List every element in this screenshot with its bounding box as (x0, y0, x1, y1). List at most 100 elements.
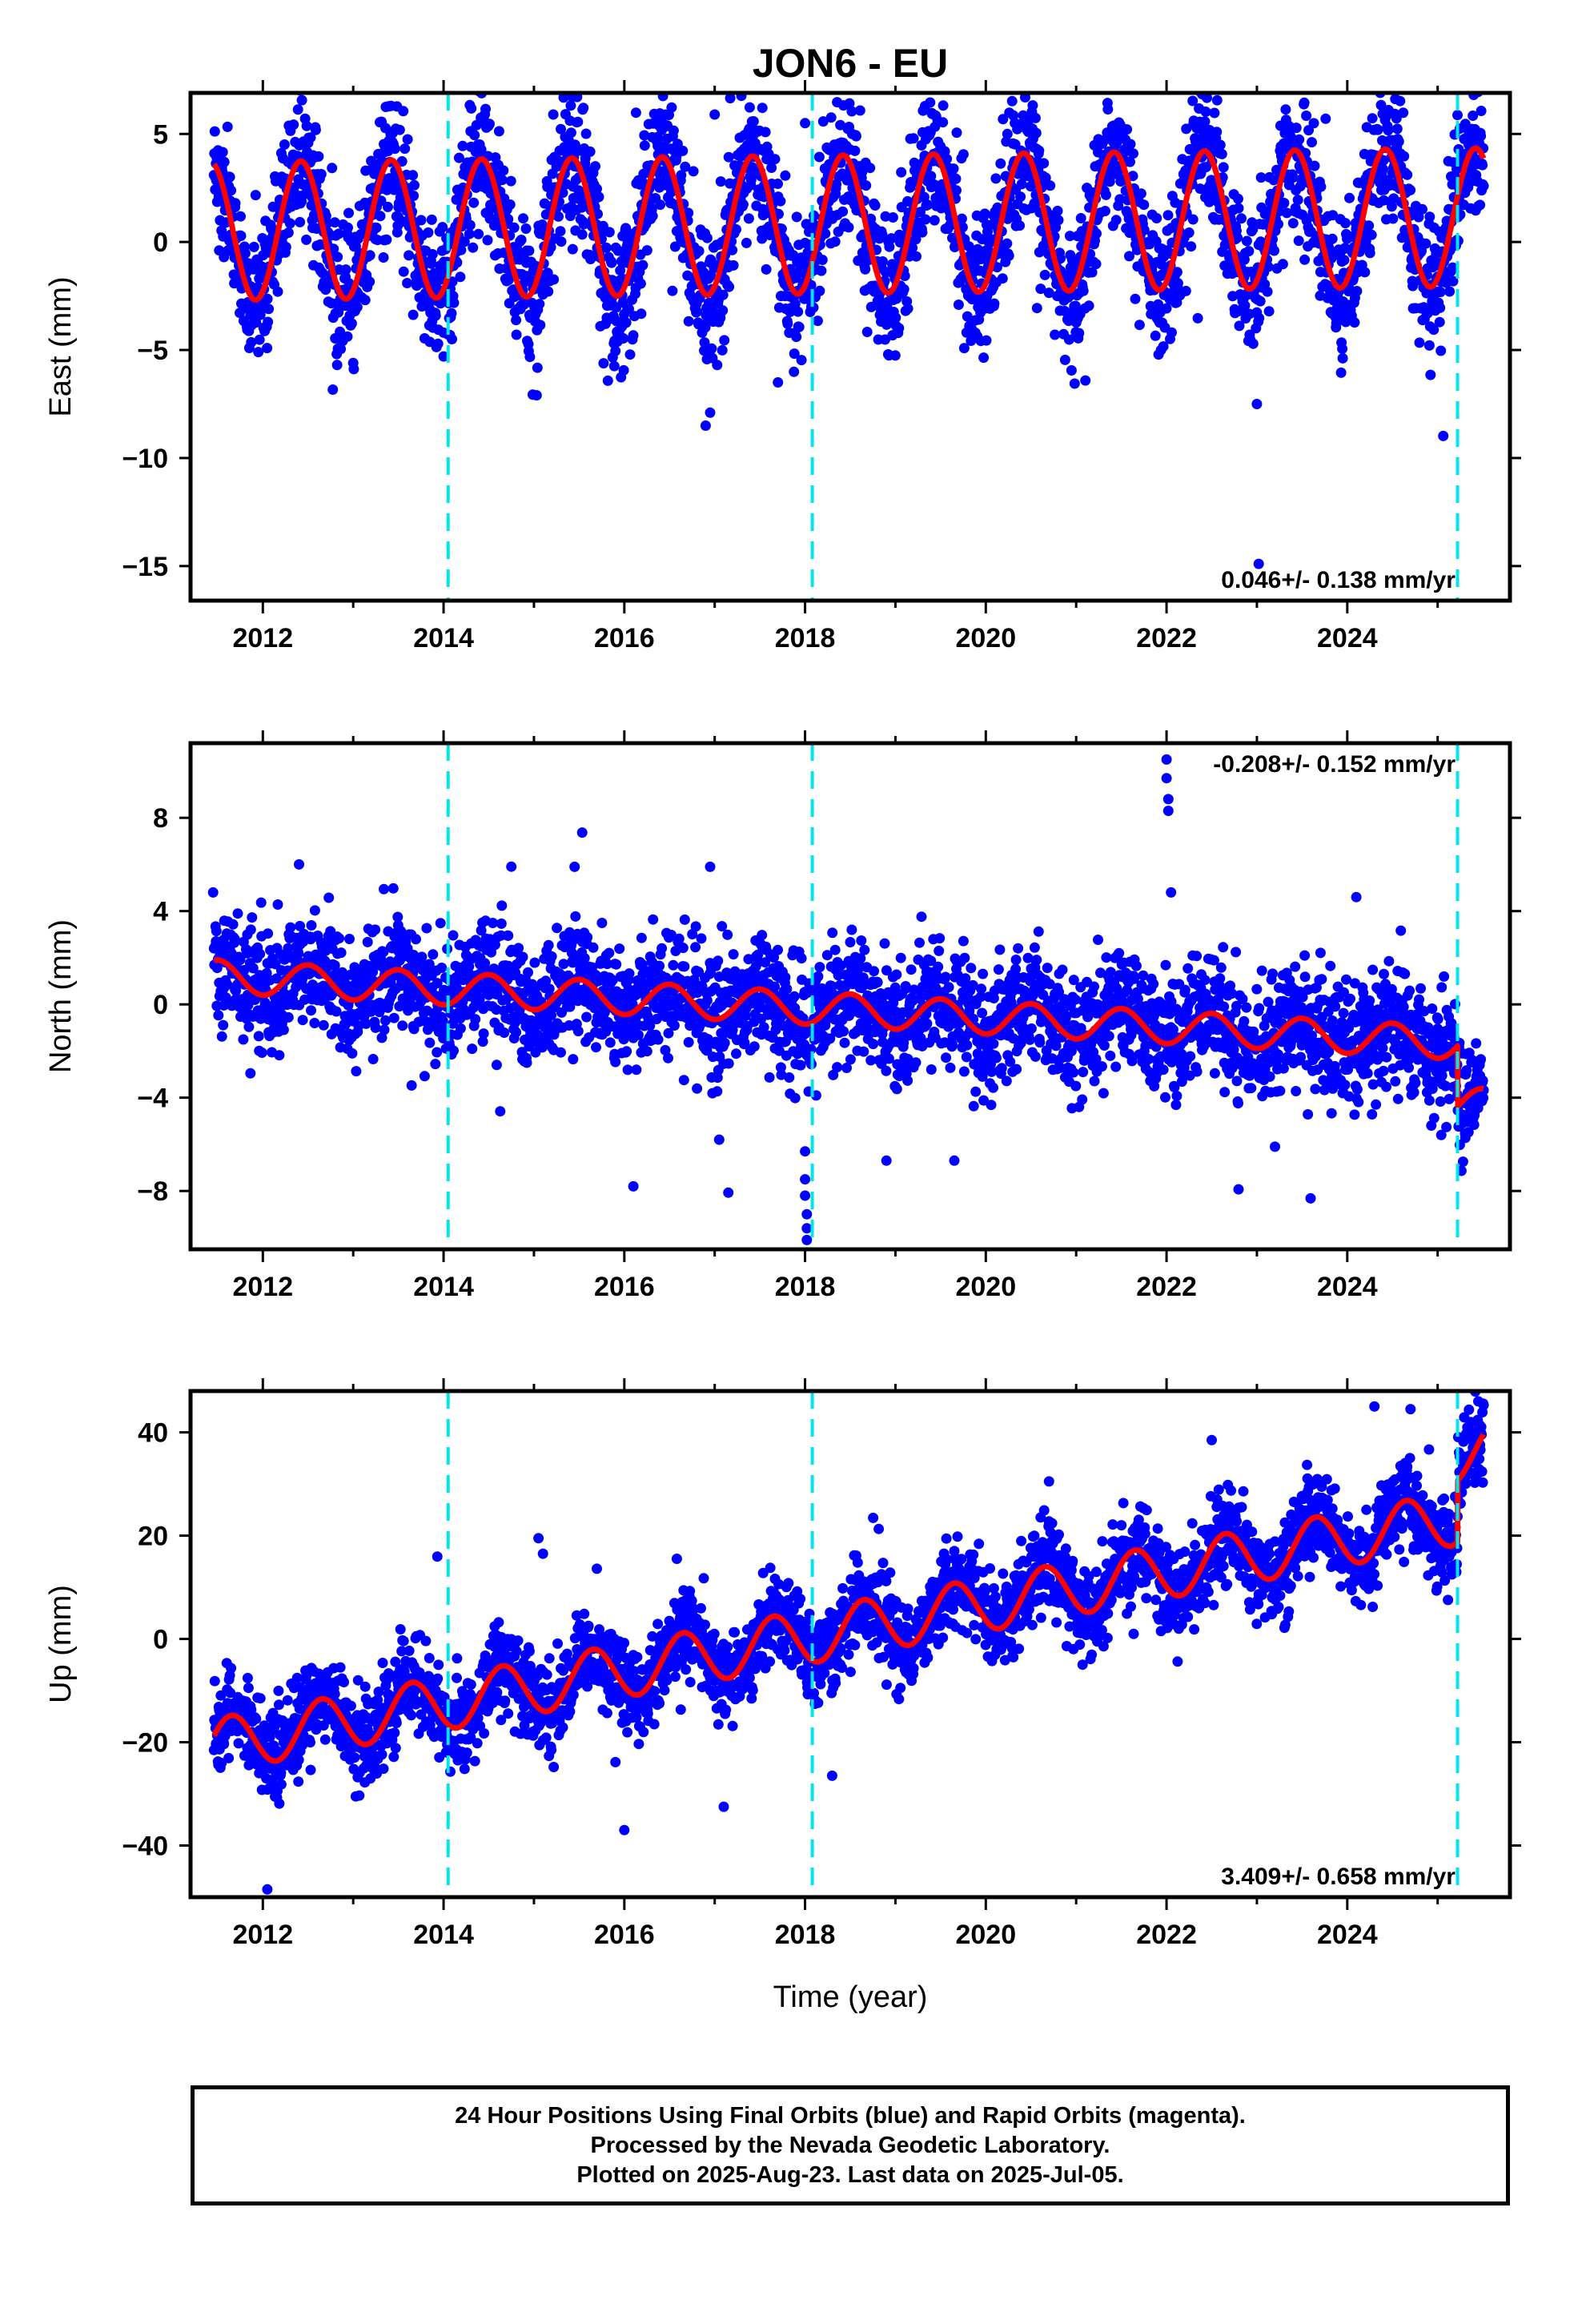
data-point (247, 912, 258, 923)
data-point (668, 125, 679, 136)
data-point (253, 1031, 264, 1042)
data-point (421, 923, 432, 934)
data-point (375, 195, 387, 207)
data-point (757, 233, 768, 244)
data-point (1327, 233, 1338, 244)
data-point (245, 924, 256, 935)
data-point (1452, 110, 1463, 121)
data-point (690, 942, 701, 953)
data-point (958, 149, 969, 160)
data-point (301, 120, 312, 131)
data-point (614, 943, 625, 955)
outlier-point (347, 357, 359, 368)
data-point (1286, 56, 1296, 66)
data-point (404, 250, 415, 261)
data-point (292, 104, 303, 115)
data-point (635, 278, 646, 289)
data-point (1263, 306, 1275, 317)
data-point (1233, 193, 1243, 204)
data-point (701, 232, 713, 243)
data-point (1367, 113, 1378, 124)
data-point (1027, 100, 1038, 111)
data-point (791, 332, 802, 343)
data-point (498, 165, 509, 176)
data-point (631, 1064, 642, 1076)
x-tick-label: 2024 (1317, 623, 1378, 653)
data-point (1320, 113, 1331, 124)
data-point (838, 1026, 849, 1037)
data-point (408, 191, 420, 201)
data-point (427, 249, 438, 259)
data-point (521, 1057, 532, 1068)
data-point (246, 336, 257, 348)
data-point (706, 343, 717, 354)
data-point (1183, 227, 1195, 238)
data-point (591, 1042, 601, 1053)
data-point (1425, 369, 1436, 380)
data-point (543, 286, 554, 297)
data-point (636, 308, 647, 320)
data-point (641, 1046, 652, 1057)
data-point (524, 352, 536, 363)
data-point (1291, 65, 1302, 75)
data-point (1236, 213, 1247, 224)
data-point (744, 102, 755, 113)
data-point (1476, 131, 1487, 142)
data-point (812, 316, 823, 327)
data-point (1151, 213, 1162, 223)
data-point (593, 191, 604, 203)
data-point (340, 264, 351, 275)
data-point (648, 914, 659, 925)
data-point (572, 93, 583, 103)
data-point (1420, 238, 1431, 249)
data-point (728, 949, 739, 960)
data-point (829, 236, 841, 247)
data-point (630, 107, 641, 119)
data-point (217, 147, 228, 158)
data-point (315, 169, 327, 179)
data-point (513, 943, 524, 954)
data-point (248, 241, 259, 252)
data-point (636, 932, 647, 943)
data-point (1233, 203, 1244, 214)
data-point (359, 295, 371, 306)
data-point (688, 166, 699, 177)
data-point (1216, 148, 1227, 159)
data-point (524, 245, 535, 256)
data-point (235, 231, 247, 241)
data-point (1018, 82, 1028, 92)
data-point (938, 117, 949, 128)
data-point (423, 227, 434, 238)
data-point (362, 936, 373, 947)
data-point (877, 256, 888, 267)
data-point (1090, 259, 1102, 270)
data-point (534, 299, 545, 310)
data-point (782, 318, 793, 329)
data-point (869, 966, 880, 977)
data-point (604, 947, 615, 959)
y-tick-label: 5 (153, 119, 168, 150)
data-point (872, 977, 883, 988)
data-point (323, 892, 335, 903)
data-point (655, 199, 666, 211)
data-point (604, 1037, 616, 1048)
data-point (1435, 287, 1446, 298)
data-point (229, 933, 240, 944)
data-point (816, 265, 827, 276)
data-point (917, 227, 928, 238)
data-point (344, 934, 355, 944)
data-point (1287, 218, 1299, 229)
data-point (511, 1027, 522, 1038)
data-point (676, 170, 687, 181)
data-point (455, 1023, 466, 1034)
data-point (448, 297, 460, 308)
data-point (370, 1022, 381, 1033)
data-point (343, 222, 353, 233)
data-point (713, 955, 724, 967)
data-point (1299, 97, 1310, 108)
data-point (1075, 213, 1086, 223)
y-tick-label: −10 (122, 444, 168, 474)
data-point (301, 234, 312, 245)
data-point (508, 222, 520, 233)
data-point (1315, 181, 1327, 192)
